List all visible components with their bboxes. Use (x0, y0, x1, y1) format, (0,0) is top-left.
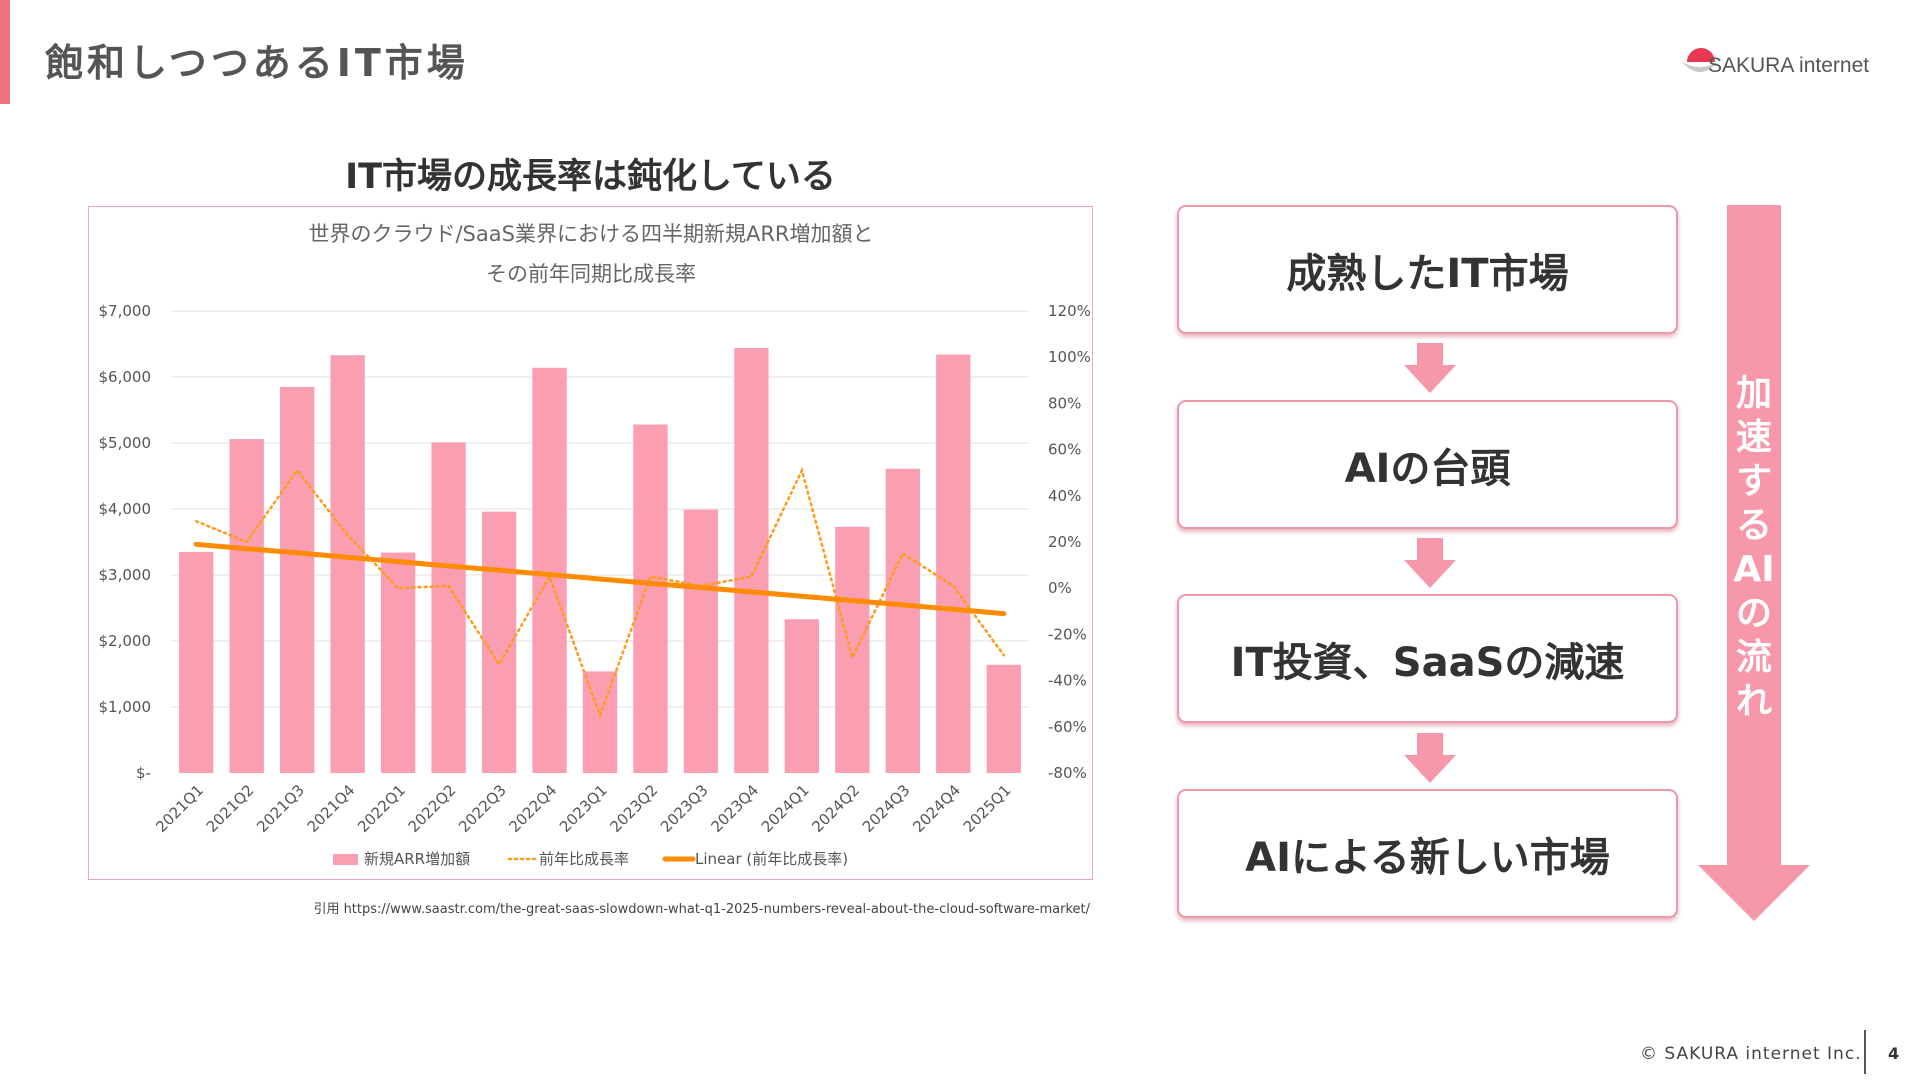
bar-2021Q2 (229, 439, 264, 773)
flow-box-it-slowdown: IT投資、SaaSの減速 (1177, 594, 1678, 723)
y-left-tick-label: $- (136, 764, 151, 782)
down-arrow-icon (1404, 733, 1456, 783)
flow-box-new-ai-market: AIによる新しい市場 (1177, 789, 1678, 918)
x-tick-label: 2024Q4 (909, 781, 964, 836)
y-right-tick-label: -80% (1048, 764, 1087, 782)
y-left-tick-label: $4,000 (99, 500, 152, 518)
y-left-tick-label: $6,000 (99, 368, 152, 386)
legend-label-linear: Linear (前年比成長率) (695, 850, 848, 868)
y-right-tick-label: -60% (1048, 718, 1087, 736)
bar-2022Q4 (532, 367, 567, 773)
legend-label-growth: 前年比成長率 (539, 850, 629, 868)
footer-divider (1864, 1030, 1866, 1074)
y-left-tick-label: $5,000 (99, 434, 152, 452)
x-tick-label: 2022Q3 (455, 781, 510, 836)
y-right-tick-label: 120% (1048, 302, 1091, 320)
bar-2023Q1 (582, 671, 618, 773)
down-arrow-icon (1404, 343, 1456, 393)
bar-2024Q2 (835, 526, 870, 773)
y-left-tick-label: $3,000 (99, 566, 152, 584)
brand-logo: SAKURA internet (1680, 40, 1890, 84)
chart-title-line2: その前年同期比成長率 (486, 262, 696, 286)
y-right-tick-label: 80% (1048, 394, 1081, 412)
x-tick-label: 2024Q3 (859, 781, 914, 836)
down-arrow-icon (1404, 538, 1456, 588)
x-tick-label: 2023Q2 (606, 781, 661, 836)
y-right-tick-label: -20% (1048, 625, 1087, 643)
bar-2021Q1 (179, 551, 214, 773)
y-right-tick-label: 0% (1048, 579, 1072, 597)
chart-frame: 世界のクラウド/SaaS業界における四半期新規ARR増加額と その前年同期比成長… (88, 206, 1093, 880)
x-tick-label: 2024Q2 (808, 781, 863, 836)
bar-2024Q3 (885, 468, 920, 773)
y-left-tick-label: $1,000 (99, 698, 152, 716)
y-right-tick-label: 40% (1048, 487, 1081, 505)
bar-2024Q1 (784, 619, 820, 773)
x-tick-label: 2025Q1 (960, 781, 1015, 836)
bar-2023Q3 (683, 509, 719, 773)
accent-bar (0, 0, 10, 104)
y-right-tick-label: -40% (1048, 672, 1087, 690)
citation: 引用 https://www.saastr.com/the-great-saas… (313, 902, 1090, 917)
big-down-arrow-icon (1698, 205, 1810, 921)
bar-2023Q4 (734, 347, 769, 773)
y-right-tick-label: 20% (1048, 533, 1081, 551)
slide-title: 飽和しつつあるIT市場 (45, 41, 469, 85)
flow-box-ai-rise: AIの台頭 (1177, 400, 1678, 529)
page-number: 4 (1888, 1044, 1900, 1063)
acceleration-label: 加速するAIの流れ (1733, 373, 1775, 722)
bar-2022Q2 (431, 442, 466, 773)
y-right-tick-label: 60% (1048, 441, 1081, 459)
bar-2022Q3 (481, 511, 517, 773)
series-linear-trendline (193, 541, 1007, 617)
x-tick-label: 2021Q4 (304, 781, 359, 836)
y-left-tick-label: $7,000 (99, 302, 152, 320)
y-right-tick-label: 100% (1048, 348, 1091, 366)
legend-label-bar: 新規ARR増加額 (364, 850, 470, 868)
bar-2024Q4 (936, 354, 971, 773)
x-tick-label: 2022Q2 (405, 781, 460, 836)
copyright: © SAKURA internet Inc. (1640, 1044, 1862, 1064)
x-tick-label: 2022Q4 (506, 781, 561, 836)
arr-growth-chart: 世界のクラウド/SaaS業界における四半期新規ARR増加額と その前年同期比成長… (99, 222, 1091, 868)
x-tick-label: 2021Q2 (203, 781, 258, 836)
bar-2023Q2 (633, 424, 668, 773)
brand-name: SAKURA internet (1708, 54, 1870, 77)
bar-2022Q1 (380, 552, 416, 773)
flow-box-mature-market: 成熟したIT市場 (1177, 205, 1678, 334)
x-tick-label: 2024Q1 (758, 781, 813, 836)
x-tick-label: 2023Q1 (556, 781, 611, 836)
bar-2021Q4 (330, 355, 365, 773)
x-tick-label: 2023Q4 (707, 781, 762, 836)
bar-2021Q3 (280, 386, 315, 773)
x-tick-label: 2022Q1 (354, 781, 409, 836)
bar-2025Q1 (986, 664, 1021, 773)
x-tick-label: 2021Q3 (253, 781, 308, 836)
chart-heading: IT市場の成長率は鈍化している (345, 157, 836, 197)
series-growth-line (194, 466, 1006, 719)
chart-title-line1: 世界のクラウド/SaaS業界における四半期新規ARR増加額と (308, 222, 873, 246)
y-left-tick-label: $2,000 (99, 632, 152, 650)
sakura-logo-icon (1682, 48, 1718, 72)
x-tick-label: 2023Q3 (657, 781, 712, 836)
legend-swatch-bar (333, 854, 358, 865)
x-tick-label: 2021Q1 (152, 781, 207, 836)
